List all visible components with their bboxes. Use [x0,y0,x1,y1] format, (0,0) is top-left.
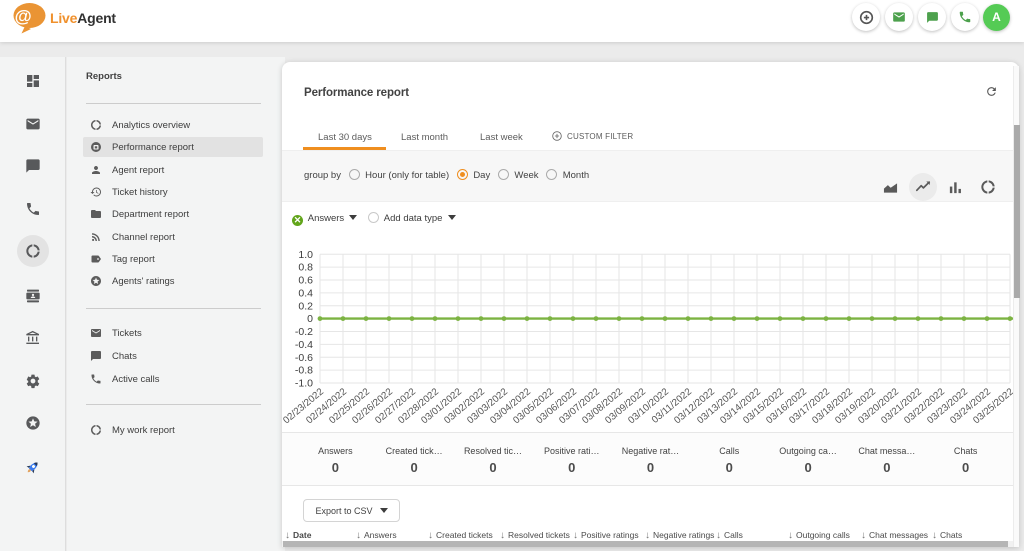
svg-text:0: 0 [307,313,313,325]
svg-text:-0.4: -0.4 [295,339,313,351]
svg-text:-0.8: -0.8 [295,365,313,377]
svg-text:0.8: 0.8 [298,262,313,274]
svg-text:-1.0: -1.0 [295,378,313,390]
svg-text:0.2: 0.2 [298,300,313,312]
svg-text:1.0: 1.0 [298,249,313,261]
svg-text:@: @ [15,6,32,26]
svg-text:-0.6: -0.6 [295,352,313,364]
svg-text:0.4: 0.4 [298,287,313,299]
svg-text:-0.2: -0.2 [295,326,313,338]
svg-text:0.6: 0.6 [298,275,313,287]
